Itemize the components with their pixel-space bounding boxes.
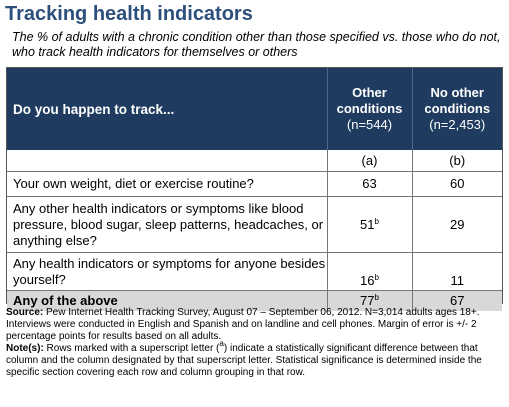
significance-letter: b xyxy=(374,216,379,226)
significance-note: Note(s): Rows marked with a superscript … xyxy=(6,340,504,379)
table-header-row: Do you happen to track... Other conditio… xyxy=(7,68,502,151)
cell-other-conditions: 51b xyxy=(326,196,412,253)
column-header-n: (n=2,453) xyxy=(429,117,486,132)
cell-other-conditions: 63 xyxy=(326,171,412,197)
column-header-line2: conditions xyxy=(424,101,491,116)
note-text-before: Rows marked with a superscript letter ( xyxy=(43,343,220,354)
column-header-line1: Other xyxy=(352,85,387,100)
cell-no-other-conditions: 60 xyxy=(411,171,502,197)
cell-value: 77 xyxy=(360,293,375,308)
cell-no-other-conditions: 67 xyxy=(411,290,502,311)
page-title: Tracking health indicators xyxy=(5,3,253,25)
cell-other-conditions: 77b xyxy=(326,290,412,311)
table-row-total: Any of the above 77b 67 xyxy=(7,290,502,311)
significance-letter: b xyxy=(374,273,379,282)
column-header-other-conditions: Other conditions (n=544) xyxy=(326,68,412,151)
source-note: Source: Pew Internet Health Tracking Sur… xyxy=(6,307,504,343)
source-text: Pew Internet Health Tracking Survey, Aug… xyxy=(6,307,480,342)
row-label: Any health indicators or symptoms for an… xyxy=(7,252,327,291)
data-table: Do you happen to track... Other conditio… xyxy=(7,68,502,311)
note-text-after: ) indicate a statistically significant d… xyxy=(6,343,482,378)
column-header-line2: conditions xyxy=(336,101,403,116)
column-header-line1: No other xyxy=(430,85,484,100)
significance-letter: b xyxy=(374,293,379,302)
data-table-frame: Do you happen to track... Other conditio… xyxy=(6,67,503,311)
cell-other-conditions: 16b xyxy=(326,252,412,291)
cell-value: 16 xyxy=(360,273,375,288)
table-row: Any health indicators or symptoms for an… xyxy=(7,252,502,291)
cell-value: 63 xyxy=(362,176,377,191)
cell-value: 51 xyxy=(360,216,375,232)
row-label: Any of the above xyxy=(7,290,327,311)
column-tag-b: (b) xyxy=(411,150,502,172)
source-label: Source: xyxy=(6,307,44,318)
cell-no-other-conditions: 11 xyxy=(411,252,502,291)
footnotes: Source: Pew Internet Health Tracking Sur… xyxy=(6,307,504,379)
row-label: Any other health indicators or symptoms … xyxy=(7,196,327,253)
column-tag-row: (a) (b) xyxy=(7,150,502,172)
note-superscript: a xyxy=(219,339,224,348)
column-header-n: (n=544) xyxy=(346,117,393,132)
page-subtitle: The % of adults with a chronic condition… xyxy=(12,30,501,59)
column-header-no-other-conditions: No other conditions (n=2,453) xyxy=(411,68,502,151)
column-tag-a: (a) xyxy=(326,150,412,172)
row-label: Your own weight, diet or exercise routin… xyxy=(7,171,327,197)
question-header: Do you happen to track... xyxy=(7,68,327,151)
table-row: Your own weight, diet or exercise routin… xyxy=(7,171,502,197)
blank-cell xyxy=(7,150,327,172)
table-row: Any other health indicators or symptoms … xyxy=(7,196,502,253)
cell-no-other-conditions: 29 xyxy=(411,196,502,253)
note-label: Note(s): xyxy=(6,343,44,354)
